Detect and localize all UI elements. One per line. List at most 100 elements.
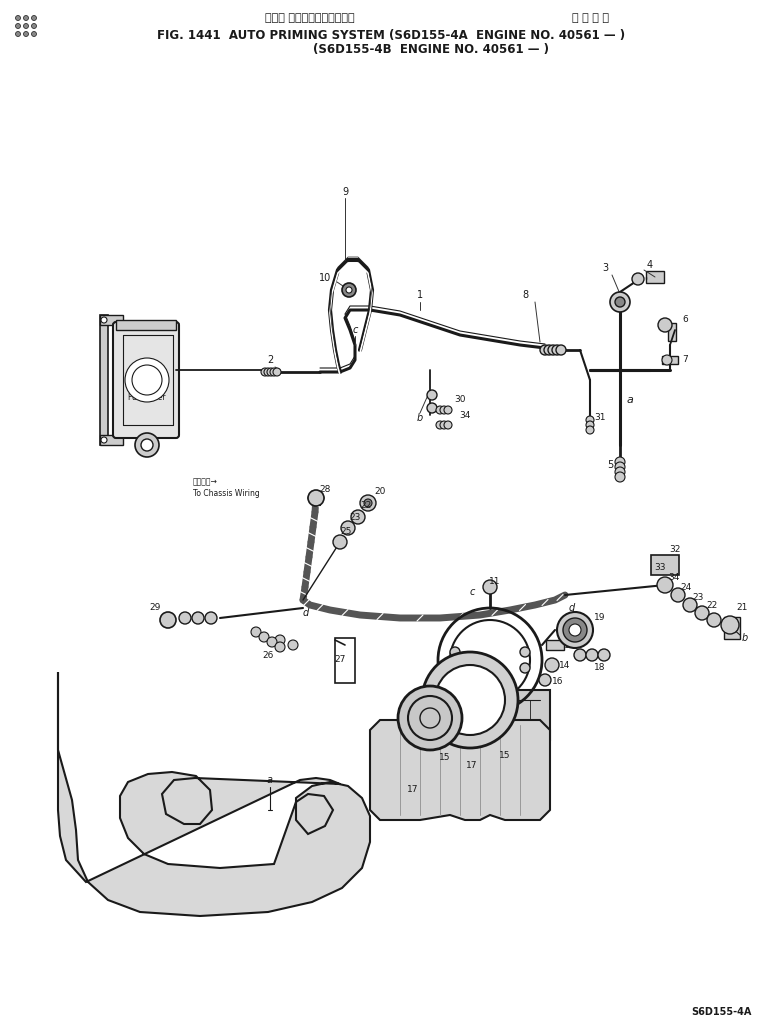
Polygon shape	[58, 672, 370, 916]
Text: 25: 25	[340, 528, 352, 536]
Text: 26: 26	[262, 650, 274, 660]
Circle shape	[308, 490, 324, 506]
Polygon shape	[100, 315, 108, 445]
Circle shape	[552, 345, 562, 355]
Circle shape	[342, 283, 356, 297]
Circle shape	[16, 15, 20, 21]
Circle shape	[267, 368, 275, 376]
Text: 21: 21	[737, 603, 748, 612]
Circle shape	[544, 345, 554, 355]
Bar	[668, 323, 676, 341]
Polygon shape	[100, 315, 123, 325]
Text: 29: 29	[149, 603, 160, 612]
Circle shape	[101, 437, 107, 443]
Polygon shape	[116, 320, 176, 330]
Circle shape	[333, 535, 347, 549]
Text: 適 用 号 機: 適 用 号 機	[572, 13, 608, 23]
Circle shape	[427, 390, 437, 400]
Polygon shape	[100, 435, 123, 445]
Text: 18: 18	[594, 664, 606, 673]
Circle shape	[341, 521, 355, 535]
Text: 23: 23	[350, 513, 361, 523]
Text: 3: 3	[602, 263, 608, 273]
Text: b: b	[742, 633, 748, 643]
Text: 33: 33	[655, 564, 665, 572]
Circle shape	[695, 606, 709, 620]
Circle shape	[288, 640, 298, 650]
Circle shape	[270, 368, 278, 376]
Circle shape	[267, 637, 277, 647]
Circle shape	[135, 433, 159, 457]
Circle shape	[557, 612, 593, 648]
Text: 24: 24	[680, 583, 691, 593]
Circle shape	[574, 649, 586, 661]
Circle shape	[707, 613, 721, 627]
Circle shape	[398, 686, 462, 750]
Text: 27: 27	[335, 655, 346, 665]
Text: 14: 14	[559, 661, 571, 670]
Bar	[724, 617, 740, 639]
Circle shape	[251, 627, 261, 637]
Circle shape	[483, 580, 497, 594]
Text: 1: 1	[417, 290, 423, 300]
Circle shape	[275, 642, 285, 652]
Circle shape	[548, 345, 558, 355]
Circle shape	[662, 355, 672, 365]
Text: 13: 13	[565, 640, 576, 649]
Circle shape	[160, 612, 176, 628]
Circle shape	[273, 368, 281, 376]
Text: 34: 34	[669, 573, 680, 582]
Circle shape	[436, 421, 444, 429]
Circle shape	[364, 499, 372, 507]
Text: 車体配線→: 車体配線→	[193, 477, 218, 487]
Text: d: d	[303, 608, 309, 618]
Circle shape	[450, 663, 460, 673]
Text: b: b	[417, 413, 423, 423]
Text: d: d	[569, 603, 575, 613]
Circle shape	[520, 663, 530, 673]
Circle shape	[427, 403, 437, 413]
Circle shape	[658, 318, 672, 332]
Circle shape	[598, 649, 610, 661]
Text: 23: 23	[692, 594, 704, 603]
Circle shape	[450, 647, 460, 657]
Circle shape	[586, 649, 598, 661]
Text: 32: 32	[669, 545, 680, 555]
Circle shape	[671, 588, 685, 602]
Circle shape	[275, 635, 285, 645]
Circle shape	[16, 32, 20, 36]
Circle shape	[563, 618, 587, 642]
Text: 34: 34	[459, 411, 471, 420]
Circle shape	[444, 406, 452, 414]
Circle shape	[31, 15, 37, 21]
Circle shape	[264, 368, 272, 376]
Circle shape	[610, 292, 630, 312]
Circle shape	[615, 462, 625, 472]
Circle shape	[615, 467, 625, 477]
Circle shape	[615, 457, 625, 467]
Text: 15: 15	[499, 750, 511, 759]
Bar	[335, 638, 355, 682]
Circle shape	[435, 665, 505, 735]
Circle shape	[721, 616, 739, 634]
Circle shape	[205, 612, 217, 624]
Text: FIG. 1441  AUTO PRIMING SYSTEM (S6D155-4A  ENGINE NO. 40561 — ): FIG. 1441 AUTO PRIMING SYSTEM (S6D155-4A…	[157, 29, 625, 41]
Text: 30: 30	[454, 395, 466, 404]
Text: a: a	[626, 395, 633, 405]
Bar	[662, 356, 678, 364]
Circle shape	[192, 612, 204, 624]
Text: 22: 22	[361, 501, 371, 510]
Circle shape	[615, 472, 625, 482]
Circle shape	[586, 416, 594, 424]
Polygon shape	[430, 690, 550, 740]
Text: c: c	[469, 587, 475, 597]
Circle shape	[615, 297, 625, 307]
Text: 4: 4	[647, 260, 653, 270]
Text: 15: 15	[439, 753, 450, 762]
Circle shape	[16, 24, 20, 29]
Circle shape	[346, 287, 352, 293]
Text: 9: 9	[342, 187, 348, 197]
Circle shape	[586, 421, 594, 429]
Text: 28: 28	[319, 486, 331, 495]
Circle shape	[141, 439, 153, 451]
